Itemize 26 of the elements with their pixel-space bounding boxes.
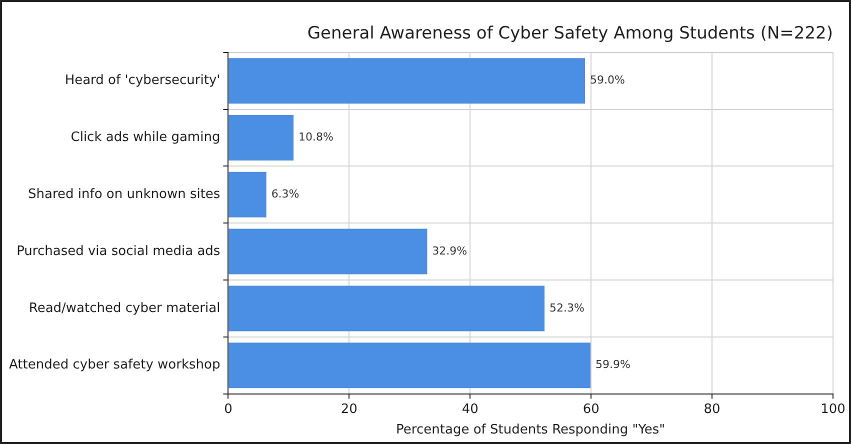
y-tick-label: Click ads while gaming (70, 130, 220, 146)
data-label: 59.9% (595, 358, 630, 372)
data-label: 59.0% (590, 74, 625, 87)
x-tick-label: 20 (340, 402, 358, 417)
bar (228, 228, 428, 274)
x-tick-label: 60 (582, 402, 600, 417)
x-tick-label: 80 (704, 402, 720, 417)
data-label: 52.3% (550, 301, 584, 314)
bar (228, 342, 590, 388)
y-tick-label: Shared info on unknown sites (28, 187, 220, 202)
x-axis-title: Percentage of Students Responding "Yes" (396, 422, 666, 438)
chart-title: General Awareness of Cyber Safety Among Students (N=222) (307, 24, 833, 44)
x-tick-label: 40 (462, 402, 478, 417)
data-label: 32.9% (432, 244, 468, 258)
x-tick-label: 100 (820, 402, 846, 417)
bar (228, 286, 545, 332)
data-label: 10.8% (298, 130, 334, 144)
bar (228, 172, 266, 218)
bar (228, 114, 294, 161)
y-tick-label: Purchased via social media ads (16, 244, 220, 259)
y-tick-label: Heard of 'cybersecurity' (64, 73, 220, 88)
data-label: 6.3% (271, 188, 300, 201)
x-tick-label: 0 (224, 402, 232, 417)
y-tick-label: Read/watched cyber material (28, 300, 220, 316)
bar (228, 58, 586, 104)
y-tick-label: Attended cyber safety workshop (8, 358, 220, 373)
